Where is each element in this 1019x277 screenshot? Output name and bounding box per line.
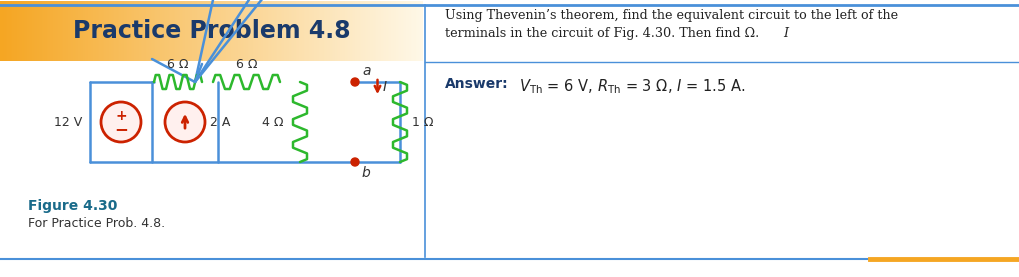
Text: b: b bbox=[362, 166, 371, 180]
Text: 6 Ω: 6 Ω bbox=[235, 58, 257, 71]
Text: +: + bbox=[115, 109, 126, 123]
Circle shape bbox=[351, 78, 359, 86]
Text: I: I bbox=[783, 27, 788, 40]
Text: 2 A: 2 A bbox=[210, 116, 230, 129]
Circle shape bbox=[165, 102, 205, 142]
Text: 4 Ω: 4 Ω bbox=[263, 116, 284, 129]
Text: For Practice Prob. 4.8.: For Practice Prob. 4.8. bbox=[28, 217, 165, 230]
Text: 12 V: 12 V bbox=[54, 116, 82, 129]
Text: Practice Problem 4.8: Practice Problem 4.8 bbox=[72, 19, 351, 43]
Text: a: a bbox=[362, 64, 371, 78]
Text: I: I bbox=[382, 80, 386, 94]
Text: −: − bbox=[114, 120, 128, 138]
Text: 1 Ω: 1 Ω bbox=[412, 116, 433, 129]
Circle shape bbox=[351, 158, 359, 166]
Circle shape bbox=[101, 102, 141, 142]
Text: Using Thevenin’s theorem, find the equivalent circuit to the left of the: Using Thevenin’s theorem, find the equiv… bbox=[445, 9, 898, 22]
Text: Figure 4.30: Figure 4.30 bbox=[28, 199, 117, 213]
Text: Answer:: Answer: bbox=[445, 77, 508, 91]
Text: 6 Ω: 6 Ω bbox=[167, 58, 189, 71]
Text: $V_{\mathrm{Th}}$ = 6 V, $R_{\mathrm{Th}}$ = 3 Ω, $I$ = 1.5 A.: $V_{\mathrm{Th}}$ = 6 V, $R_{\mathrm{Th}… bbox=[519, 77, 745, 96]
Text: terminals in the circuit of Fig. 4.30. Then find Ω.: terminals in the circuit of Fig. 4.30. T… bbox=[445, 27, 759, 40]
